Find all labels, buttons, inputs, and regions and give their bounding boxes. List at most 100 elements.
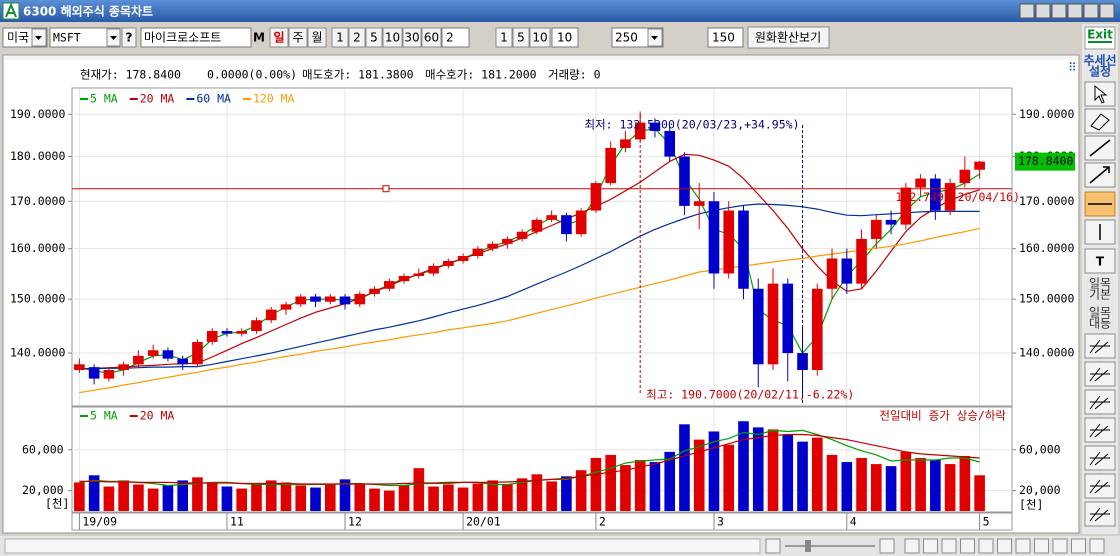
unit-label: [천] [45,497,69,511]
y-tick-label: 20,000 [22,483,64,497]
convert: 원화환산보기 [755,31,821,45]
candle-body [516,231,528,239]
status-button[interactable] [978,538,994,554]
x-tick-label: 2 [599,515,606,529]
scrollbar[interactable] [4,538,761,554]
candle-body [295,296,307,305]
help-button[interactable] [121,27,137,48]
status-button[interactable] [941,538,957,554]
dropdown-arrow [110,36,117,40]
status-button[interactable] [1071,538,1086,554]
volume-bar [797,441,808,511]
toolbar-button[interactable] [288,27,308,48]
zoom-out[interactable] [765,538,781,554]
y-tick-label-right: 170.0000 [1019,194,1074,208]
toolbar-button[interactable] [348,27,366,48]
status-button[interactable] [997,538,1012,554]
win-btn[interactable] [1035,3,1051,19]
toolbar-button-label: 1 [336,31,344,45]
toolbar-button[interactable] [421,27,442,48]
candle-body [575,210,587,235]
low-annotation: 최저: 132.5200(20/03/23,+34.95%) [584,118,799,132]
exit-button[interactable] [1084,26,1116,50]
toolbar-button[interactable] [365,27,383,48]
high-annotation: 최고: 190.7000(20/02/11,-6.22%) [646,388,854,402]
reference-handle[interactable] [382,185,390,193]
candle-body [88,367,100,379]
status-button[interactable] [1089,538,1105,554]
volume-bar [428,486,439,511]
toolbar-button-label: 2 [353,31,361,45]
toolbar-button-label: 5 [517,31,525,45]
ichimoku-equal-1[interactable]: 일목 [1089,306,1111,320]
win-btn[interactable] [1067,3,1083,19]
ichimoku-basic-2[interactable]: 기본 [1089,288,1111,302]
title-bar [0,0,1120,22]
arrow-icon [1089,166,1110,184]
toolbar-button[interactable] [307,27,327,48]
window-buttons[interactable] [1019,3,1115,19]
win-btn[interactable] [1051,3,1067,19]
candle-body [782,283,794,354]
volume-bar [251,484,262,511]
toolbar-button[interactable] [382,27,403,48]
status-button[interactable] [1015,538,1031,554]
volume-bar [324,484,336,511]
toolbar-button[interactable] [331,27,349,48]
convert-button[interactable] [747,26,830,49]
win-btn[interactable] [1099,3,1115,19]
toolbar-button[interactable] [495,27,513,48]
y-tick-label-right: 190.0000 [1019,107,1074,121]
trend-line1[interactable]: 추세선 [1083,53,1116,68]
unit-value: 2 [446,31,454,45]
volume-bar [413,468,425,511]
toolbar-button[interactable] [529,27,551,48]
unit-input[interactable] [441,27,470,48]
volume-bar [472,483,484,511]
exit: Exit [1087,28,1113,42]
minute-input[interactable] [551,27,579,48]
volume-bar [915,457,926,511]
ichimoku-basic-1[interactable]: 일목 [1089,277,1111,291]
info-bar: 현재가: 178.8400 0.0000(0.00%) 매도호가: 181.38… [80,68,601,82]
zoom-thumb[interactable] [805,540,811,552]
win-btn[interactable] [1019,3,1035,19]
status-button[interactable] [960,538,975,554]
candle-body [974,161,985,170]
volume-bar [826,454,838,511]
status-button[interactable] [1052,538,1068,554]
candle-body [664,130,676,157]
status-button[interactable] [923,538,938,554]
price-panel-border [71,87,1013,407]
tool-button[interactable] [1084,248,1116,274]
candle-body [708,201,720,274]
candle-body [221,331,233,334]
volume-bar [693,439,705,511]
status-button[interactable] [1034,538,1049,554]
m-button[interactable]: M [253,31,265,45]
candle-body [310,296,321,302]
info-bid: 매수호가: 181.2000 [425,68,537,82]
candle-body [339,296,351,305]
volume-bar [206,483,218,511]
win-btn[interactable] [1083,3,1099,19]
candle-body [915,178,926,188]
x-axis-bar [71,512,1013,531]
tool-icon [1089,423,1110,438]
volume-bar [221,486,233,511]
count2-input[interactable] [707,27,744,48]
toolbar-button[interactable] [512,27,530,48]
trend-line2[interactable]: 설정 [1089,64,1111,79]
volume-bar [930,460,941,511]
ichimoku-equal-2[interactable]: 대등 [1089,317,1111,331]
tool-icon [1089,451,1110,466]
zoom-in[interactable] [879,538,895,554]
toolbar-button[interactable] [402,27,422,48]
panel-handle[interactable]: ⠿ [1068,61,1077,75]
last-price-label: 178.8400 [1018,154,1073,168]
volume-bar [605,454,616,511]
toolbar-button[interactable] [269,27,289,48]
candle-body [561,215,572,235]
status-button[interactable] [904,538,920,554]
